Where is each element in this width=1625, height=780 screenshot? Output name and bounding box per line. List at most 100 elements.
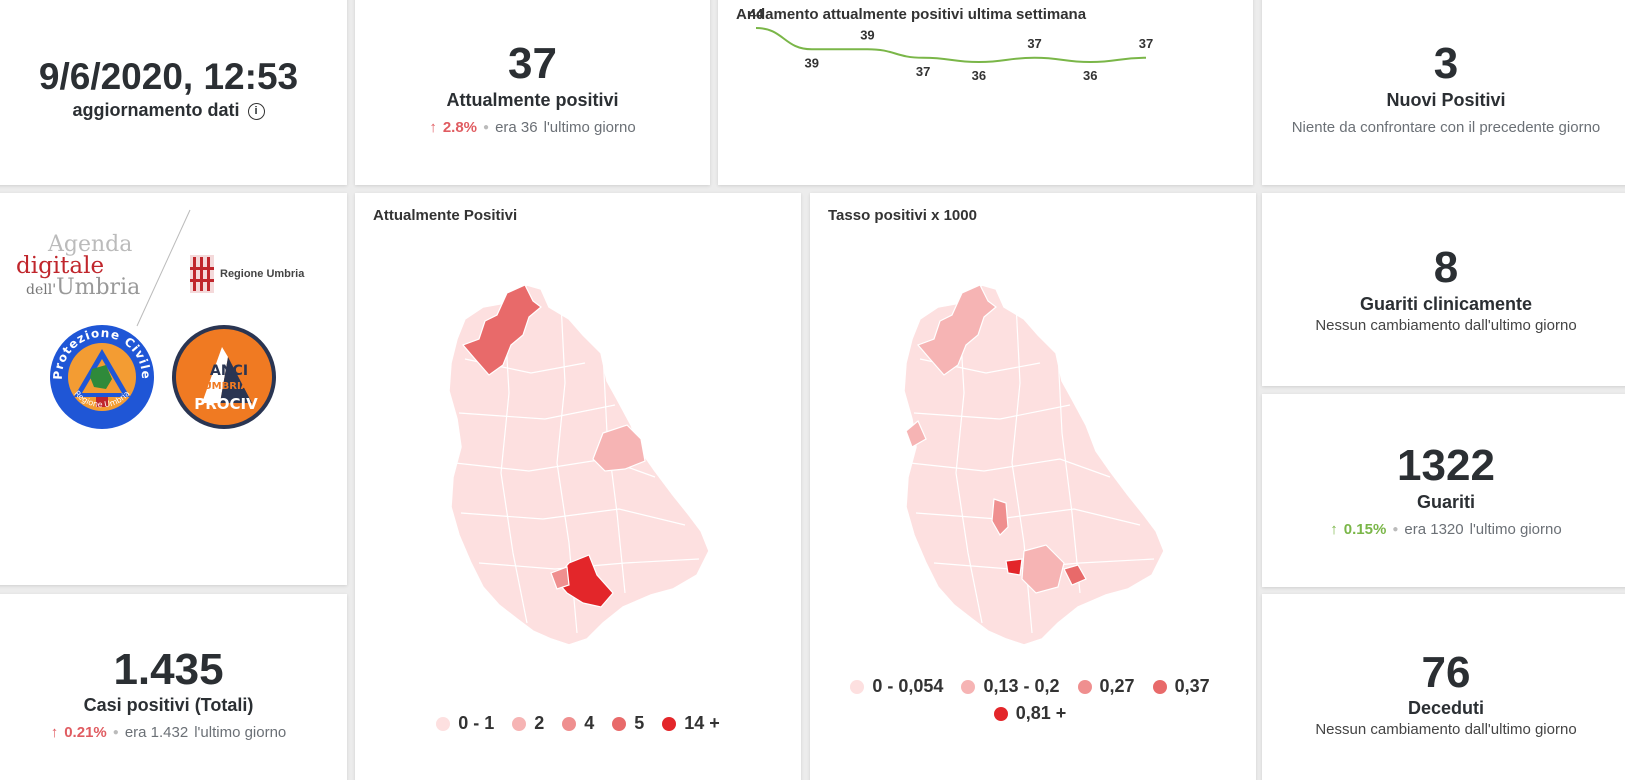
update-datetime: 9/6/2020, 12:53 [38,56,299,97]
trend-point-label: 37 [916,64,930,79]
trend-point-label: 37 [1027,36,1041,51]
municipality-castiglione [905,420,927,448]
separator-dot: ● [483,121,490,133]
anci-bottom-text: PROCIV [194,395,258,413]
info-icon[interactable]: i [247,102,265,120]
agenda-digitale-logo: Agenda digitale dell'Umbria [16,234,141,300]
legend-swatch [612,716,627,731]
attualmente-delta: ↑ 2.8% ● era 36 l'ultimo giorno [429,119,635,136]
legend-label: 0,37 [1174,676,1210,696]
map1-legend-item[interactable]: 5 [612,713,644,734]
anci-prociv-logo: ANCI UMBRIA PROCIV [172,325,276,429]
guariti-clin-card: 8 Guariti clinicamente Nessun cambiament… [1262,193,1625,386]
trend-point-label: 44 [749,6,764,21]
trend-labels: 44 39 39 37 36 37 36 37 [749,6,1153,83]
guariti-clin-note: Nessun cambiamento dall'ultimo giorno [1315,316,1577,334]
nuovi-card: 3 Nuovi Positivi Niente da confrontare c… [1262,0,1625,185]
guariti-prev: era 1320 [1404,520,1464,538]
guariti-clin-value: 8 [1433,243,1459,293]
attualmente-prev: era 36 [495,118,538,136]
legend-label: 0,27 [1099,676,1135,696]
map1-legend-item[interactable]: 14 + [662,713,720,734]
casi-prev: era 1.432 [124,724,189,742]
trend-point-label: 36 [972,68,986,83]
attualmente-card: 37 Attualmente positivi ↑ 2.8% ● era 36 … [355,0,710,185]
casi-label: Casi positivi (Totali) [83,695,254,716]
municipality-narni [550,566,570,590]
attualmente-since: l'ultimo giorno [543,118,636,136]
update-card: 9/6/2020, 12:53 aggiornamento dati i [0,0,347,185]
nuovi-label: Nuovi Positivi [1386,89,1506,110]
map2-legend-item[interactable]: 0,27 [1077,676,1135,697]
trend-point-label: 39 [860,27,874,42]
map2-legend-item[interactable]: 0,13 - 0,2 [961,676,1060,697]
deceduti-card: 76 Deceduti Nessun cambiamento dall'ulti… [1262,594,1625,780]
separator-dot: ● [1392,523,1399,535]
logo-divider [136,209,191,327]
trend-point-label: 39 [804,55,818,70]
arrow-up-icon: ↑ [429,118,437,136]
anci-top-text: ANCI [210,363,248,379]
guariti-clin-label: Guariti clinicamente [1359,293,1533,314]
separator-dot: ● [112,727,119,739]
legend-swatch [662,716,677,731]
municipality-amelia [1005,558,1023,576]
legend-label: 5 [634,713,645,733]
map2-legend: 0 - 0,054 0,13 - 0,2 0,27 0,37 0,81 + [830,676,1230,724]
municipality-todi [991,498,1009,536]
agenda-line3b: Umbria [56,274,141,300]
map1-legend-item[interactable]: 2 [512,713,544,734]
agenda-line2: digitale [16,252,105,279]
deceduti-value: 76 [1421,647,1471,697]
trend-point-label: 37 [1139,36,1153,51]
legend-label: 14 + [684,713,720,733]
agenda-line3: dell'Umbria [16,274,141,300]
umbria-map-attualmente[interactable] [355,263,801,743]
municipality-arrone [1063,564,1087,586]
agenda-line3a: dell' [26,281,57,298]
trend-line [755,27,1147,64]
casi-value: 1.435 [113,644,224,694]
map2-legend-item[interactable]: 0 - 0,054 [850,676,943,697]
trend-sparkline: 44 39 39 37 36 37 36 37 [749,6,1153,83]
map1-legend-item[interactable]: 0 - 1 [436,713,494,734]
casi-delta: ↑ 0.21% ● era 1.432 l'ultimo giorno [51,724,287,741]
guariti-value: 1322 [1397,441,1495,491]
trend-title: Andamento attualmente positivi ultima se… [736,6,1087,23]
casi-since: l'ultimo giorno [194,724,287,742]
legend-label: 4 [584,713,595,733]
regione-label: Regione Umbria [220,268,305,280]
legend-swatch [512,716,527,731]
guariti-label: Guariti [1416,491,1475,512]
guariti-since: l'ultimo giorno [1469,520,1562,538]
map2-title: Tasso positivi x 1000 [828,207,977,224]
attualmente-pct: 2.8% [442,118,478,136]
municipality-terni [1021,544,1065,594]
attualmente-label: Attualmente positivi [446,89,619,110]
municipality-citta-di-castello [461,284,542,376]
municipality-gubbio [592,424,646,472]
map2-legend-item[interactable]: 0,81 + [993,703,1066,724]
protezione-civile-logo: Protezione Civile Regione Umbria [50,325,154,429]
map1-title: Attualmente Positivi [373,207,518,224]
umbria-map-tasso[interactable] [810,263,1256,743]
map2-legend-item[interactable]: 0,37 [1152,676,1210,697]
legend-swatch [993,706,1008,721]
update-label-row: aggiornamento dati i [72,100,265,121]
update-label: aggiornamento dati [72,100,240,120]
legend-swatch [1152,679,1167,694]
deceduti-note: Nessun cambiamento dall'ultimo giorno [1315,721,1577,739]
nuovi-value: 3 [1433,39,1459,89]
legend-label: 0 - 0,054 [872,676,944,696]
legend-swatch [850,679,865,694]
arrow-up-icon: ↑ [1330,520,1338,538]
map1-legend-item[interactable]: 4 [562,713,594,734]
regione-umbria-logo: Regione Umbria [190,255,304,293]
guariti-pct: 0.15% [1343,520,1387,538]
anci-mid-text: UMBRIA [204,381,249,392]
regione-emblem-icon [190,255,214,293]
map1-legend: 0 - 1 2 4 5 14 + [355,713,801,734]
legend-swatch [961,679,976,694]
legend-swatch [562,716,577,731]
arrow-up-icon: ↑ [50,724,59,742]
